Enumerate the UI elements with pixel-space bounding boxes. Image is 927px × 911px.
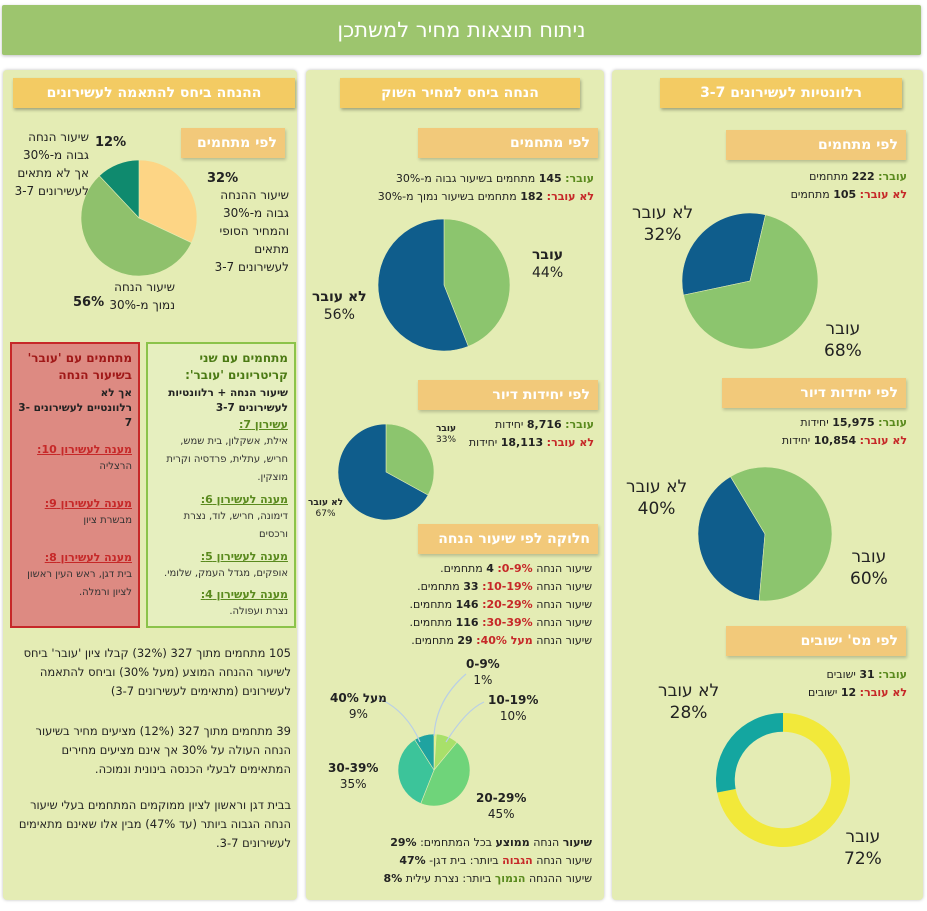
dist-foot-low: שיעור ההנחה הנמוך ביותר: נצרת עילית 8% [383,872,592,885]
summary-para-2: 39 מתחמים מתוך 327 (12%) מציעים מחיר בשי… [35,724,292,776]
market-bidders-title: לפי מתחמים [418,128,598,158]
relevance-units-slice-0 [730,466,833,602]
discount-row-0: שיעור הנחה 0-9%: 4 מתחמים. [440,562,592,575]
dist-label-1: 10-19% 10% [488,693,539,723]
page-title: ניתוח תוצאות מחיר למשתכן [2,5,921,55]
discount-dist-title: חלוקה לפי שיעור הנחה [418,524,598,554]
discount-dist-slice-3 [397,739,435,804]
market-units-slice-0 [385,423,435,496]
dist-foot-avg: שיעור הנחה ממוצע בכל המתחמים: 29% [390,836,592,849]
relevance-towns-pass: עובר: 31 ישובים [826,668,907,681]
relevance-units-slice-1 [697,476,766,602]
decile-12-text: שיעור הנחה גבוה מ-30% אך לא מתאים לעשירונים… [14,130,89,198]
discount-dist-pie [397,733,471,807]
market-units-title: לפי יחידות דיור [418,380,598,410]
relevance-header: רלוונטיות לעשירונים 3-7 [660,78,902,108]
relevance-bidders-slice-0 [683,214,819,350]
relevance-towns-slice-1 [716,713,783,793]
relevance-units-pass-label: עובר 60% [850,547,888,589]
decile-fit-column: ההנחה ביחס להתאמה לעשירונים לפי מתחמים 1… [3,70,297,900]
market-units-fail-label: לא עובר 67% [308,498,344,519]
market-bidders-fail: לא עובר: 182 מתחמים בשיעור נמוך מ-30% [377,190,594,203]
decile-fit-header: ההנחה ביחס להתאמה לעשירונים [13,78,295,108]
summary-para-3: בבית דגן וראשון לציון ממוקמים המתחמים בע… [18,798,291,850]
summary-para-1: 105 מתחמים מתוך 327 (32%) קבלו ציון 'עוב… [23,646,291,698]
decile-12-pct: 12% [95,135,127,150]
decile-bidders-slice-2 [98,159,140,219]
dist-label-3: 30-39% 35% [328,761,379,791]
market-discount-header: הנחה ביחס למחיר השוק [340,78,580,108]
relevance-bidders-pie [681,212,819,350]
relevance-units-fail: לא עובר: 10,854 יחידות [781,434,907,447]
market-units-pie [337,423,435,521]
relevance-towns-fail: לא עובר: 12 ישובים [807,686,907,699]
relevance-units-fail-label: לא עובר 40% [626,477,688,519]
decile-56-text: שיעור הנחה נמוך מ-30% [109,280,175,312]
relevance-bidders-pass-label: עובר 68% [824,319,862,361]
relevance-towns-pass-label: עובר 72% [844,827,882,869]
relevance-towns-fail-label: לא עובר 28% [658,681,720,723]
relevance-bidders-slice-1 [681,212,766,296]
decile-32-pct: 32% [207,171,239,186]
dist-label-2: 20-29% 45% [476,791,527,821]
discount-dist-slice-2 [420,741,471,807]
relevance-column: רלוונטיות לעשירונים 3-7 לפי מתחמים עובר:… [612,70,923,900]
relevance-units-pass: עובר: 15,975 יחידות [800,416,907,429]
relevance-towns-title: לפי מס' ישובים [726,626,906,656]
market-bidders-pass-label: עובר 44% [532,247,564,281]
discount-row-1: שיעור הנחה 10-19%: 33 מתחמים. [417,580,592,593]
discount-leader-lines [377,673,485,743]
market-units-fail: לא עובר: 18,113 יחידות [468,436,594,449]
relevance-units-title: לפי יחידות דיור [722,378,906,408]
decile-bidders-pie [80,159,198,277]
decile-bidders-title: לפי מתחמים [181,128,285,158]
decile-32-text: שיעור ההנחה גבוה מ-30% והמחיר הסופי מתאים לע… [214,188,289,274]
market-bidders-slice-1 [377,218,469,352]
discount-row-2: שיעור הנחה 20-29%: 146 מתחמים. [409,598,592,611]
market-units-slice-1 [337,423,429,521]
market-units-pass-label: עובר 33% [436,424,457,445]
relevance-bidders-fail-label: לא עובר 32% [632,203,694,245]
relevance-bidders-title: לפי מתחמים [726,130,906,160]
market-bidders-pie [377,218,511,352]
relevance-towns-donut [716,713,850,847]
relevance-units-pie [697,466,833,602]
dist-foot-high: שיעור הנחה הגבוה ביותר: בית דגן- 47% [399,854,592,867]
relevance-bidders-fail: לא עובר: 105 מתחמים [790,188,907,201]
market-bidders-slice-0 [443,218,511,347]
two-criteria-box: מתחמים עם שני קריטריונים 'עובר': שיעור ה… [146,342,296,628]
market-discount-column: הנחה ביחס למחיר השוק לפי מתחמים עובר: 14… [306,70,604,900]
market-bidders-fail-label: לא עובר 56% [312,289,367,323]
dist-label-0: 0-9% 1% [466,657,500,687]
decile-bidders-slice-0 [138,159,198,244]
discount-only-box: מתחמים עם 'עובר' בשיעור הנחה אך לא רלוונ… [10,342,140,628]
discount-row-3: שיעור הנחה 30-39%: 116 מתחמים. [409,616,592,629]
decile-bidders-slice-1 [80,175,192,277]
decile-56-pct: 56% [73,295,105,310]
relevance-bidders-pass: עובר: 222 מתחמים [809,170,907,183]
discount-row-4: שיעור הנחה מעל 40%: 29 מתחמים. [411,634,592,647]
dist-label-4: מעל 40% 9% [330,691,387,721]
market-bidders-pass: עובר: 145 מתחמים בשיעור גבוה מ-30% [395,172,594,185]
market-units-pass: עובר: 8,716 יחידות [495,418,594,431]
